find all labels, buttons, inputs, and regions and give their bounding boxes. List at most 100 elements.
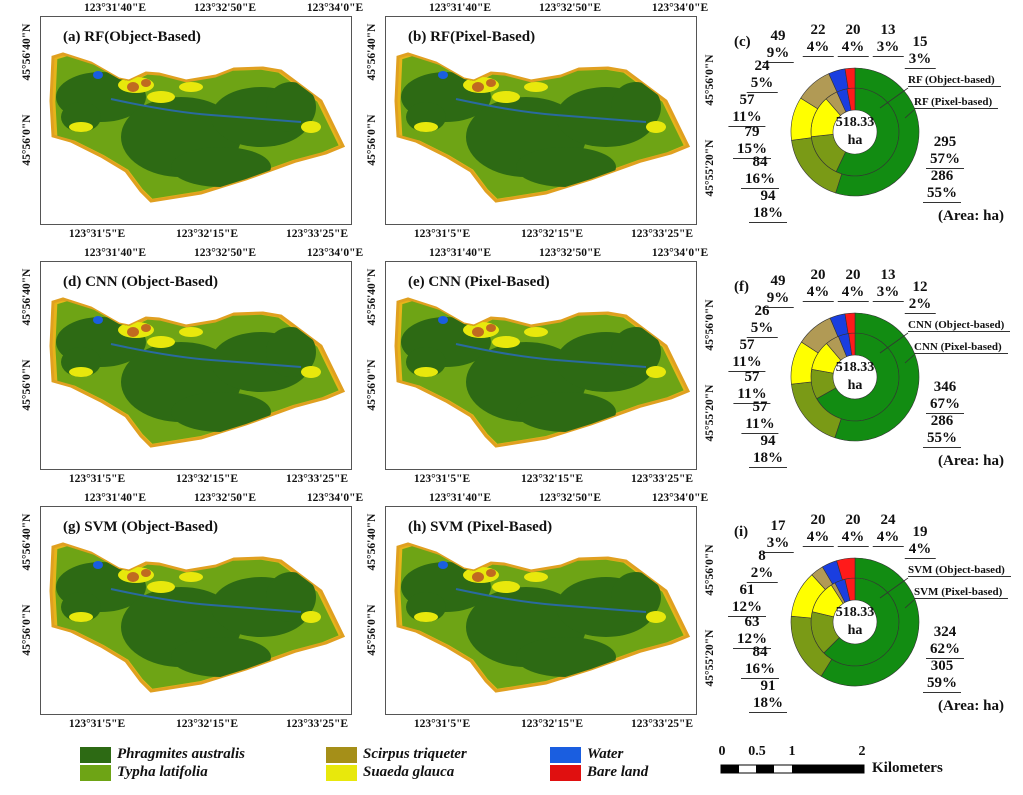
data-label-value: 20 — [845, 267, 861, 283]
legend-item-suaeda: Suaeda glauca — [326, 764, 454, 781]
water-pond — [438, 561, 448, 569]
data-label-percent: 4% — [837, 529, 869, 547]
data-label: 79 15% — [733, 124, 771, 159]
donut-chart: (f) 518.33 ha 49 9% 20 4% 20 4% 13 3% 12 2% 26 5% 57 11%… — [700, 245, 1023, 485]
panel-tag: (f) — [734, 279, 749, 295]
leader-line — [904, 109, 915, 119]
data-label: 295 57% — [926, 134, 964, 169]
latitude-label-left: 45°56'40"N — [366, 513, 378, 571]
center-total: 518.33 ha — [836, 604, 875, 640]
water-pond — [93, 71, 103, 79]
center-unit: ha — [847, 623, 863, 638]
data-label-percent: 3% — [872, 284, 904, 302]
swatch — [80, 764, 111, 781]
ring-label-pixel: SVM (Pixel-based) — [914, 586, 1009, 599]
map-frame: (h) SVM (Pixel-Based) — [385, 506, 697, 715]
classification-map — [394, 52, 691, 203]
suaeda-patch — [301, 121, 321, 133]
legend-item-scirpus: Scirpus triqueter — [326, 746, 467, 763]
swatch — [326, 746, 357, 763]
longitude-label-top: 123°34'0"E — [651, 492, 709, 504]
longitude-label-bottom: 123°31'5"E — [413, 228, 471, 240]
classification-map — [49, 52, 346, 203]
suaeda-patch — [524, 572, 548, 582]
suaeda-patch — [492, 91, 520, 103]
longitude-label-top: 123°31'40"E — [428, 2, 492, 14]
data-label: 305 59% — [923, 658, 961, 693]
map-title: (g) SVM (Object-Based) — [63, 519, 218, 535]
water-pond — [93, 561, 103, 569]
scale-unit: Kilometers — [872, 760, 943, 776]
bare-land-patch — [127, 572, 139, 582]
water-pond — [438, 71, 448, 79]
bare-land-patch — [141, 324, 151, 332]
longitude-label-top: 123°32'50"E — [193, 492, 257, 504]
leader-line — [904, 354, 915, 364]
legend-item-water: Water — [550, 746, 623, 763]
data-label-percent: 18% — [749, 695, 787, 713]
data-label-percent: 5% — [746, 75, 778, 93]
data-label-percent: 4% — [872, 529, 904, 547]
suaeda-patch — [646, 366, 666, 378]
data-label: 84 16% — [741, 154, 779, 189]
data-label-percent: 4% — [802, 39, 834, 57]
data-label-percent: 4% — [802, 284, 834, 302]
panel-tag: (c) — [734, 34, 751, 50]
longitude-label-bottom: 123°32'15"E — [175, 473, 239, 485]
data-label-value: 12 — [912, 279, 928, 295]
latitude-label-left: 45°56'40"N — [21, 513, 33, 571]
center-unit: ha — [847, 133, 863, 148]
data-label-value: 57 — [744, 369, 760, 385]
ring-label-pixel: CNN (Pixel-based) — [914, 341, 1008, 354]
swatch — [80, 746, 111, 763]
data-label-percent: 59% — [923, 675, 961, 693]
data-label-value: 49 — [770, 273, 786, 289]
data-label-percent: 3% — [762, 535, 794, 553]
outer-ring-segment-bare-land — [844, 312, 856, 334]
suaeda-patch — [524, 82, 548, 92]
longitude-label-bottom: 123°33'25"E — [285, 473, 349, 485]
suaeda-patch — [179, 572, 203, 582]
data-label-value: 26 — [754, 303, 770, 319]
data-label-percent: 9% — [762, 290, 794, 308]
suaeda-patch — [301, 366, 321, 378]
data-label-value: 346 — [933, 379, 957, 395]
longitude-label-bottom: 123°32'15"E — [520, 473, 584, 485]
longitude-label-top: 123°34'0"E — [651, 2, 709, 14]
longitude-label-bottom: 123°32'15"E — [520, 718, 584, 730]
outer-ring-segment-bare-land — [836, 557, 856, 581]
data-label-percent: 9% — [762, 45, 794, 63]
data-label: 20 4% — [802, 267, 834, 302]
classification-map — [394, 297, 691, 448]
data-label: 57 11% — [728, 337, 766, 372]
longitude-label-top: 123°32'50"E — [193, 247, 257, 259]
legend-item-typha: Typha latifolia — [80, 764, 208, 781]
water-channel — [110, 588, 302, 613]
classification-map — [49, 297, 346, 448]
phragmites-patch — [516, 637, 616, 677]
longitude-label-top: 123°32'50"E — [538, 492, 602, 504]
longitude-label-bottom: 123°31'5"E — [68, 473, 126, 485]
water-channel — [110, 98, 302, 123]
data-label-percent: 4% — [837, 39, 869, 57]
data-label-value: 24 — [880, 512, 896, 528]
center-unit: ha — [847, 378, 863, 393]
data-label: 286 55% — [923, 168, 961, 203]
data-label-percent: 4% — [837, 284, 869, 302]
latitude-label-left: 45°56'0"N — [21, 114, 33, 166]
bare-land-patch — [486, 324, 496, 332]
data-label: 19 4% — [904, 524, 936, 559]
data-label: 13 3% — [872, 22, 904, 57]
data-label: 20 4% — [802, 512, 834, 547]
outer-ring-segment-phragmites-australis — [835, 67, 920, 197]
data-label: 13 3% — [872, 267, 904, 302]
data-label: 57 11% — [733, 369, 771, 404]
data-label-percent: 3% — [904, 51, 936, 69]
classification-map — [49, 542, 346, 693]
data-label-value: 94 — [760, 188, 776, 204]
longitude-label-top: 123°34'0"E — [306, 2, 364, 14]
longitude-label-bottom: 123°33'25"E — [285, 718, 349, 730]
longitude-label-bottom: 123°32'15"E — [175, 228, 239, 240]
map-frame: (g) SVM (Object-Based) — [40, 506, 352, 715]
